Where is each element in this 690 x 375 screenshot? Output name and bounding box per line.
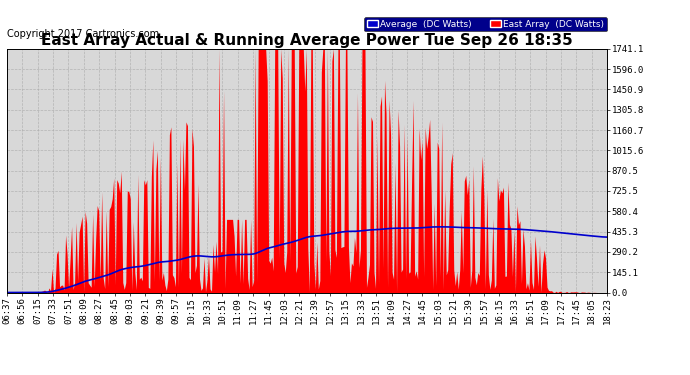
Title: East Array Actual & Running Average Power Tue Sep 26 18:35: East Array Actual & Running Average Powe…	[41, 33, 573, 48]
Text: Copyright 2017 Cartronics.com: Copyright 2017 Cartronics.com	[7, 29, 159, 39]
Legend: Average  (DC Watts), East Array  (DC Watts): Average (DC Watts), East Array (DC Watts…	[364, 17, 607, 32]
